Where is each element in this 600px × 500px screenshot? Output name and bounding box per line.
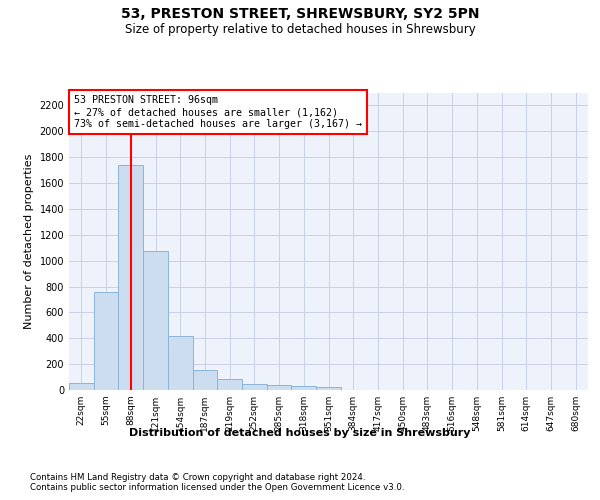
Text: Contains public sector information licensed under the Open Government Licence v3: Contains public sector information licen…: [30, 482, 404, 492]
Text: Size of property relative to detached houses in Shrewsbury: Size of property relative to detached ho…: [125, 22, 475, 36]
Y-axis label: Number of detached properties: Number of detached properties: [24, 154, 34, 329]
Text: Contains HM Land Registry data © Crown copyright and database right 2024.: Contains HM Land Registry data © Crown c…: [30, 472, 365, 482]
Text: 53, PRESTON STREET, SHREWSBURY, SY2 5PN: 53, PRESTON STREET, SHREWSBURY, SY2 5PN: [121, 8, 479, 22]
Bar: [118, 165, 143, 390]
Bar: [94, 292, 118, 390]
Bar: [316, 388, 341, 390]
Bar: [168, 336, 193, 390]
Bar: [267, 384, 292, 390]
Bar: [69, 383, 94, 390]
Text: Distribution of detached houses by size in Shrewsbury: Distribution of detached houses by size …: [129, 428, 471, 438]
Bar: [193, 370, 217, 390]
Text: 53 PRESTON STREET: 96sqm
← 27% of detached houses are smaller (1,162)
73% of sem: 53 PRESTON STREET: 96sqm ← 27% of detach…: [74, 96, 362, 128]
Bar: [143, 251, 168, 390]
Bar: [217, 380, 242, 390]
Bar: [292, 386, 316, 390]
Bar: [242, 384, 267, 390]
